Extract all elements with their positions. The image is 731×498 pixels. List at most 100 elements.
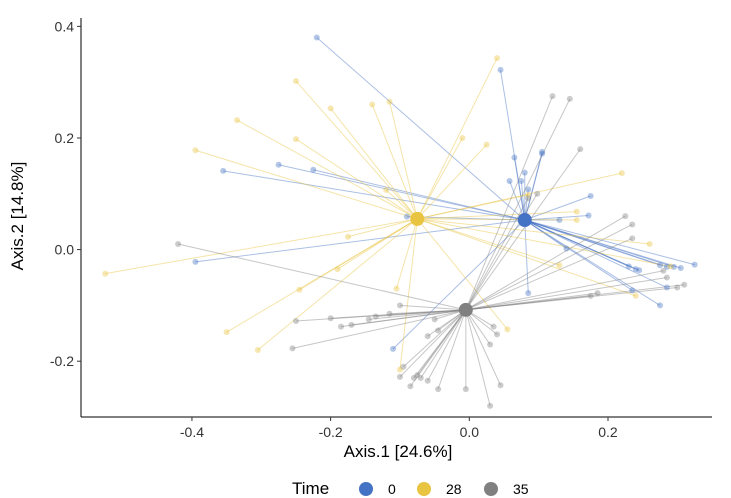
- data-point-28: [573, 208, 580, 215]
- data-point-0: [585, 212, 592, 219]
- data-point-28: [396, 366, 403, 373]
- data-point-0: [556, 217, 563, 224]
- spoke-line-35: [465, 95, 553, 311]
- data-point-0: [275, 161, 282, 168]
- spoke-line-28: [195, 149, 418, 220]
- data-point-28: [646, 241, 653, 248]
- spoke-line-35: [403, 309, 467, 368]
- data-point-35: [414, 372, 421, 379]
- data-point-0: [539, 150, 546, 157]
- legend-key-35: [484, 482, 498, 496]
- spoke-line-0: [278, 164, 525, 221]
- y-axis-ticks: -0.2 0.0 0.2 0.4: [50, 18, 81, 369]
- legend: Time 0 28 35: [292, 479, 529, 498]
- data-point-35: [525, 195, 532, 202]
- spoke-line-0: [524, 219, 668, 288]
- spoke-line-0: [513, 157, 526, 221]
- data-point-0: [403, 213, 410, 220]
- spoke-line-35: [465, 292, 598, 311]
- data-point-0: [220, 167, 227, 174]
- legend-label-35: 35: [513, 481, 529, 497]
- spoke-line-35: [437, 309, 467, 390]
- spoke-line-0: [524, 153, 543, 221]
- x-axis-ticks: -0.4 -0.2 0.0 0.2: [180, 417, 618, 440]
- spoke-line-0: [223, 170, 525, 221]
- data-point-0: [511, 154, 518, 161]
- data-point-35: [407, 383, 414, 390]
- data-point-35: [424, 333, 431, 340]
- data-point-28: [618, 170, 625, 177]
- y-axis-title: Axis.2 [14.8%]: [8, 162, 27, 271]
- spoke-line-35: [465, 309, 491, 406]
- spoke-line-28: [389, 101, 418, 220]
- data-points: [102, 34, 698, 409]
- data-point-0: [629, 287, 636, 294]
- spoke-line-35: [177, 243, 466, 311]
- spoke-line-0: [524, 219, 629, 267]
- data-point-35: [622, 213, 629, 220]
- data-point-0: [525, 186, 532, 193]
- data-point-0: [539, 148, 546, 155]
- data-point-28: [386, 98, 393, 105]
- data-point-28: [344, 233, 351, 240]
- spoke-line-0: [316, 37, 526, 221]
- y-tick-label: -0.2: [50, 353, 74, 369]
- legend-key-28: [417, 482, 431, 496]
- spoke-line-35: [427, 309, 467, 381]
- spoke-line-28: [417, 194, 529, 220]
- spoke-line-35: [465, 198, 529, 311]
- spoke-line-35: [420, 309, 467, 379]
- data-point-35: [663, 274, 670, 281]
- data-point-0: [656, 302, 663, 309]
- spoke-line-35: [375, 309, 466, 318]
- data-point-28: [292, 136, 299, 143]
- spoke-line-35: [416, 309, 467, 376]
- data-point-35: [435, 327, 442, 334]
- data-point-35: [487, 341, 494, 348]
- spoke-line-35: [465, 270, 664, 311]
- spoke-line-35: [295, 309, 466, 322]
- spoke-line-35: [340, 309, 466, 328]
- spoke-line-0: [524, 219, 695, 266]
- spoke-line-28: [295, 80, 418, 220]
- spoke-line-35: [427, 309, 467, 337]
- spoke-line-28: [417, 211, 577, 220]
- spoke-line-0: [524, 219, 640, 271]
- data-point-0: [521, 169, 528, 176]
- data-point-35: [462, 386, 469, 393]
- spoke-line-35: [389, 309, 466, 315]
- data-point-35: [396, 373, 403, 380]
- spoke-line-0: [524, 219, 681, 269]
- legend-label-0: 0: [388, 481, 396, 497]
- legend-label-28: 28: [446, 481, 462, 497]
- spoke-line-28: [299, 218, 418, 291]
- data-point-35: [629, 221, 636, 228]
- data-point-35: [417, 374, 424, 381]
- spoke-line-0: [524, 219, 529, 294]
- spoke-line-0: [524, 219, 668, 268]
- spoke-line-0: [313, 169, 525, 221]
- x-tick-label: 0.0: [460, 424, 480, 440]
- data-point-35: [660, 267, 667, 274]
- spoke-line-28: [416, 57, 498, 220]
- data-point-28: [483, 141, 490, 148]
- data-point-35: [566, 95, 573, 102]
- data-point-28: [192, 147, 199, 154]
- spoke-line-28: [416, 144, 488, 220]
- spoke-line-35: [465, 284, 685, 311]
- spoke-line-35: [465, 148, 581, 311]
- data-point-0: [663, 263, 670, 270]
- spoke-line-0: [524, 219, 636, 270]
- data-point-0: [310, 166, 317, 173]
- spoke-line-35: [292, 309, 466, 349]
- data-point-35: [435, 386, 442, 393]
- data-point-0: [663, 284, 670, 291]
- spoke-line-35: [399, 304, 466, 311]
- data-point-35: [289, 345, 296, 352]
- data-point-35: [490, 323, 497, 330]
- spoke-line-0: [524, 219, 633, 291]
- data-point-28: [102, 270, 109, 277]
- spoke-line-28: [417, 218, 636, 297]
- spoke-line-28: [385, 189, 418, 220]
- spoke-line-35: [399, 309, 467, 378]
